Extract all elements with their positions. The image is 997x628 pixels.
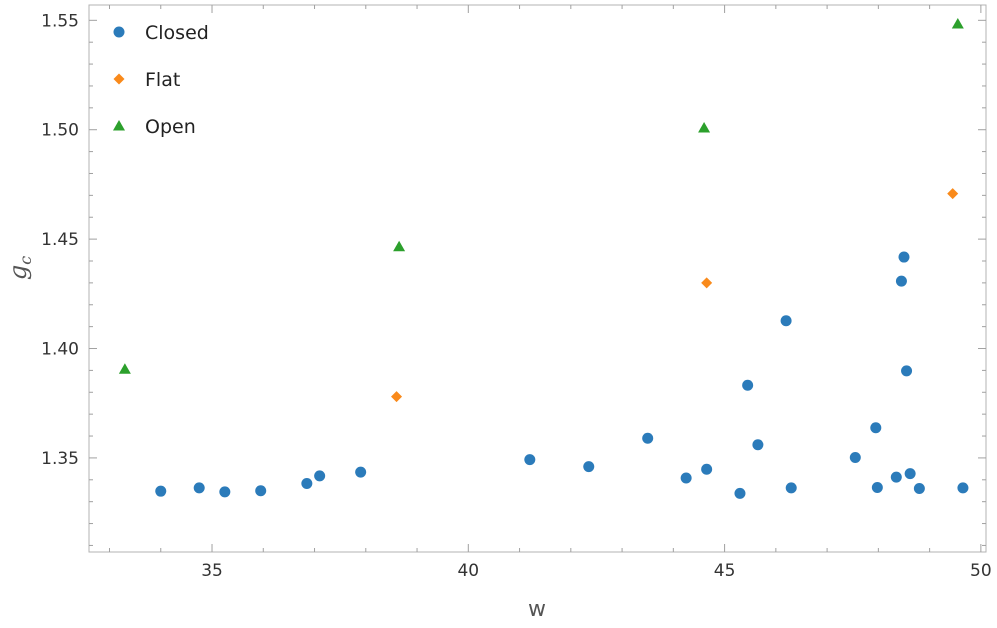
plot-border (88, 4, 987, 553)
legend-marker-closed (113, 26, 125, 38)
y-axis-title-main: g (4, 265, 32, 280)
data-point-closed (742, 379, 754, 391)
data-point-closed (901, 365, 913, 377)
data-point-closed (871, 481, 883, 493)
data-point-closed (701, 463, 713, 475)
data-point-closed (583, 461, 595, 473)
svg-text:gc: gc (4, 256, 35, 280)
data-point-closed (301, 478, 313, 490)
data-point-flat (701, 277, 713, 289)
data-point-closed (898, 251, 910, 263)
data-point-closed (642, 432, 654, 444)
data-point-closed (870, 422, 882, 434)
plot-frame (88, 4, 987, 553)
y-axis-title: gc (4, 256, 35, 280)
data-point-closed (680, 472, 692, 484)
data-point-closed (890, 471, 902, 483)
data-point-closed (780, 315, 792, 327)
axis-tick-labels: 35 40 45 50 1.35 1.40 1.45 1.50 1.55 (41, 11, 992, 581)
y-tick-label: 1.55 (41, 11, 79, 31)
legend: Closed Flat Open (113, 22, 209, 138)
data-point-closed (895, 275, 907, 287)
legend-label-closed: Closed (145, 22, 209, 44)
data-point-closed (314, 470, 326, 482)
data-points (118, 18, 969, 499)
data-point-open (118, 363, 131, 374)
data-point-open (393, 240, 406, 252)
data-point-flat (947, 188, 959, 200)
data-point-closed (155, 485, 167, 497)
data-point-closed (524, 454, 536, 466)
x-tick-label: 45 (714, 561, 736, 581)
x-axis-title: w (528, 597, 546, 622)
data-point-closed (193, 482, 205, 494)
x-tick-label: 40 (457, 561, 479, 581)
x-tick-label: 50 (970, 561, 992, 581)
data-point-closed (904, 468, 916, 480)
legend-marker-open (113, 120, 125, 131)
data-point-closed (913, 483, 925, 495)
data-point-flat (391, 391, 403, 403)
legend-label-flat: Flat (145, 69, 180, 91)
y-tick-label: 1.50 (41, 121, 79, 141)
data-point-closed (219, 486, 231, 498)
y-tick-label: 1.45 (41, 230, 79, 250)
legend-label-open: Open (145, 116, 196, 138)
data-point-closed (849, 451, 861, 463)
y-tick-label: 1.40 (41, 340, 79, 360)
axis-ticks (89, 5, 986, 552)
y-tick-label: 1.35 (41, 449, 79, 469)
data-point-closed (255, 485, 267, 497)
data-point-closed (752, 439, 764, 451)
x-tick-label: 35 (201, 561, 223, 581)
legend-marker-flat (113, 73, 125, 85)
y-axis-title-sub: c (16, 256, 35, 265)
data-point-closed (734, 487, 746, 499)
data-point-closed (957, 482, 969, 494)
data-point-closed (355, 466, 367, 478)
data-point-open (698, 121, 711, 133)
data-point-closed (785, 482, 797, 494)
data-point-open (951, 18, 964, 29)
